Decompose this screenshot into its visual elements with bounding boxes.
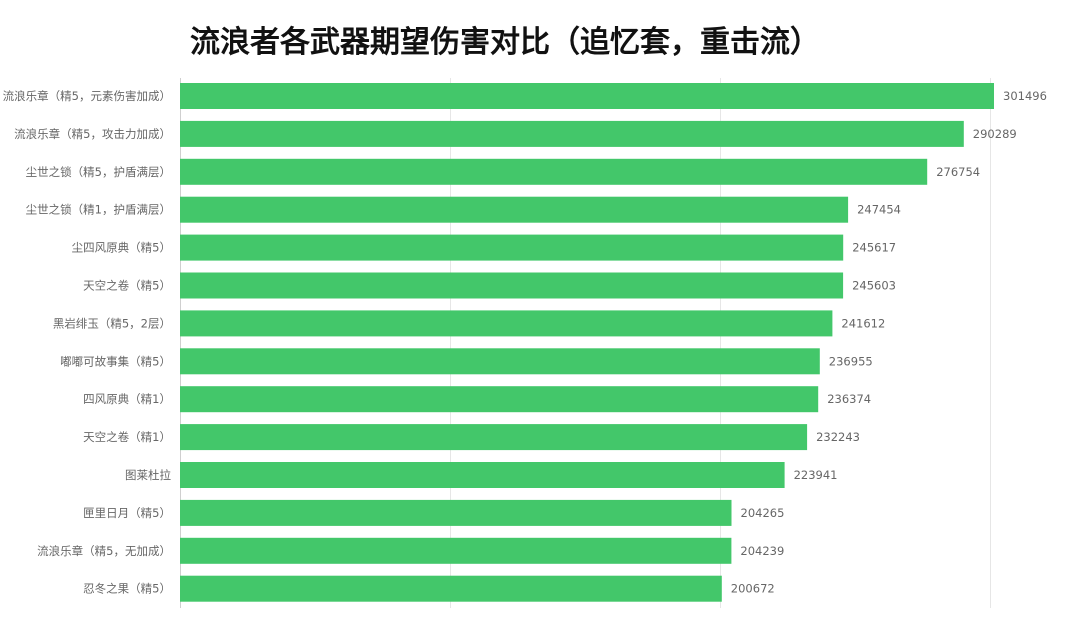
bar <box>180 83 994 109</box>
category-label: 黑岩绯玉（精5，2层） <box>53 316 171 330</box>
bar <box>180 386 819 413</box>
bar <box>180 348 820 375</box>
bar <box>180 499 732 526</box>
data-label: 290289 <box>973 127 1017 141</box>
category-label: 天空之卷（精1） <box>83 430 171 444</box>
category-label: 图莱杜拉 <box>125 468 171 482</box>
data-label: 241612 <box>841 316 885 330</box>
bar <box>180 158 928 185</box>
bar <box>180 424 808 451</box>
category-label: 匣里日月（精5） <box>83 506 171 520</box>
data-label: 232243 <box>816 430 860 444</box>
category-label: 流浪乐章（精5，攻击力加成） <box>14 127 171 141</box>
bar <box>180 196 849 223</box>
category-labels: 流浪乐章（精5，元素伤害加成） 流浪乐章（精5，攻击力加成） 尘世之锁（精5，护盾满… <box>3 89 172 596</box>
category-label: 尘四风原典（精5） <box>72 241 171 255</box>
category-label: 忍冬之果（精5） <box>83 582 171 596</box>
chart-title: 流浪者各武器期望伤害对比（追忆套，重击流） <box>190 25 820 60</box>
bar-series <box>180 83 994 602</box>
data-label: 236955 <box>829 354 873 368</box>
data-label: 204239 <box>740 544 784 558</box>
data-label: 245617 <box>852 241 896 255</box>
data-label: 236374 <box>827 392 871 406</box>
data-label: 200672 <box>731 582 775 596</box>
data-label: 245603 <box>852 279 896 293</box>
data-label: 276754 <box>936 165 980 179</box>
bar <box>180 575 722 602</box>
category-label: 尘世之锁（精1，护盾满层） <box>26 203 171 217</box>
category-label: 天空之卷（精5） <box>83 279 171 293</box>
category-label: 四风原典（精1） <box>83 392 171 406</box>
category-label: 流浪乐章（精5，元素伤害加成） <box>3 89 171 103</box>
bar <box>180 310 833 337</box>
data-label: 301496 <box>1003 89 1047 103</box>
bar <box>180 272 844 299</box>
bar <box>180 120 964 147</box>
data-labels: 301496 290289 276754 247454 245617 245603 2416… <box>731 89 1047 596</box>
bar <box>180 234 844 261</box>
bar <box>180 537 732 564</box>
bar <box>180 462 785 488</box>
category-label: 嘟嘟可故事集（精5） <box>60 354 171 368</box>
category-label: 流浪乐章（精5，无加成） <box>37 544 171 558</box>
category-label: 尘世之锁（精5，护盾满层） <box>26 165 171 179</box>
data-label: 247454 <box>857 203 901 217</box>
data-label: 223941 <box>794 468 838 482</box>
data-label: 204265 <box>741 506 785 520</box>
grid-lines <box>180 78 991 608</box>
